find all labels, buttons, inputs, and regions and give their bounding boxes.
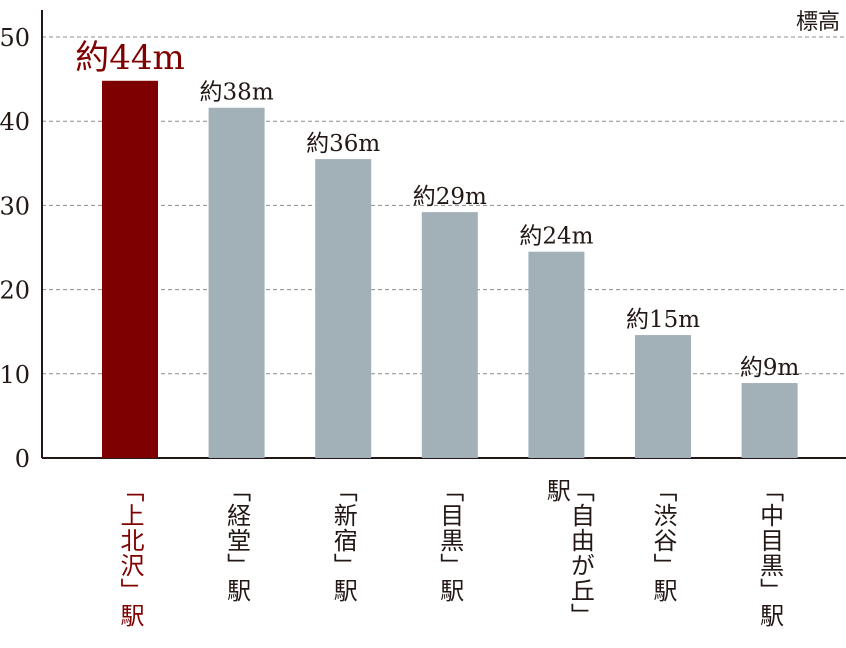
data-label: 約24m [519,224,593,250]
y-tick-label: 0 [15,445,30,473]
data-label: 約15m [626,307,700,333]
x-category-label: 「上北沢」駅 [116,478,144,628]
data-label: 約36m [306,131,380,157]
y-tick-label: 20 [0,277,30,305]
bar [528,251,585,458]
data-label: 約44m [75,38,185,78]
data-label: 約38m [200,80,274,106]
x-category-label: 「渋谷」駅 [649,478,677,603]
bar [315,159,372,458]
x-category-label: 「新宿」駅 [329,478,358,603]
x-category-label: 「目黒」駅 [435,478,464,603]
bar [421,212,478,458]
y-axis-label: 標高 [795,10,840,35]
x-category-label: 「自由が丘」駅 [542,478,595,628]
data-label: 約29m [413,184,487,210]
data-label: 約9m [740,355,800,381]
y-tick-label: 40 [0,108,30,136]
bar [741,383,798,458]
y-tick-label: 50 [0,24,30,52]
y-tick-label: 10 [0,361,30,389]
y-tick-label: 30 [0,192,30,220]
bar [102,80,158,458]
bar [208,107,265,458]
x-category-label: 「経堂」駅 [222,478,251,603]
x-category-label: 「中目黒」駅 [755,478,784,628]
bar [635,335,691,458]
